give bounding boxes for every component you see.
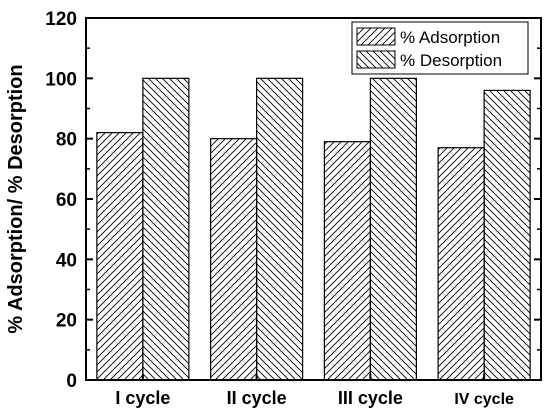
bar-desorption-ii-cycle bbox=[256, 77, 304, 381]
y-axis-title: % Adsorption/ % Desorption bbox=[5, 64, 27, 333]
legend: % Adsorption % Desorption bbox=[351, 21, 529, 75]
y-axis-ticks: 0 20 40 60 80 100 120 bbox=[45, 9, 541, 392]
y-tick-label: 100 bbox=[45, 69, 77, 90]
plot-frame bbox=[85, 17, 542, 381]
y-tick-label: 0 bbox=[66, 371, 77, 392]
y-tick-label: 80 bbox=[56, 130, 77, 151]
y-tick-label: 40 bbox=[56, 250, 77, 271]
legend-swatch-adsorption bbox=[356, 27, 396, 46]
bar-desorption-iv-cycle bbox=[483, 89, 531, 381]
bar-adsorption-ii-cycle bbox=[210, 138, 258, 381]
x-tick-label-i-cycle: I cycle bbox=[115, 388, 170, 408]
bar-desorption-iii-cycle bbox=[369, 77, 417, 381]
y-tick-label: 60 bbox=[56, 190, 77, 211]
bar-adsorption-iii-cycle bbox=[323, 141, 371, 381]
x-tick-label-ii-cycle: II cycle bbox=[227, 388, 287, 408]
x-tick-label-iii-cycle: III cycle bbox=[338, 388, 403, 408]
legend-swatch-desorption bbox=[356, 50, 396, 69]
bar-adsorption-iv-cycle bbox=[437, 147, 485, 381]
legend-label-adsorption: % Adsorption bbox=[400, 28, 500, 47]
bars-layer bbox=[96, 77, 531, 381]
bar-adsorption-i-cycle bbox=[96, 132, 144, 381]
bar-desorption-i-cycle bbox=[142, 77, 190, 381]
y-tick-label: 20 bbox=[56, 311, 77, 332]
x-axis-ticks: I cycle II cycle III cycle IV cycle bbox=[115, 374, 514, 408]
y-tick-label: 120 bbox=[45, 9, 77, 30]
legend-label-desorption: % Desorption bbox=[400, 51, 502, 70]
x-tick-label-iv-cycle: IV cycle bbox=[454, 391, 514, 408]
